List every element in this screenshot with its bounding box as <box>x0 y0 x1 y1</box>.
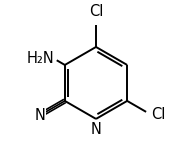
Text: N: N <box>34 108 45 123</box>
Text: N: N <box>91 122 101 137</box>
Text: Cl: Cl <box>89 4 103 19</box>
Text: Cl: Cl <box>151 107 166 122</box>
Text: H₂N: H₂N <box>26 51 54 66</box>
